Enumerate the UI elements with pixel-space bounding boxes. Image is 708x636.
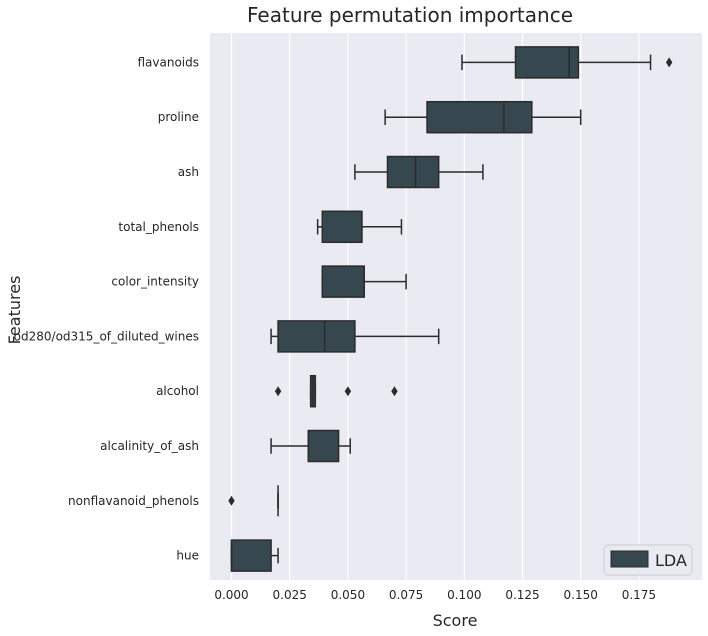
box-alcalinity-of-ash [270,429,351,463]
x-tick-label: 0.100 [447,588,481,602]
axis-ticks: 0.000 0.025 0.050 0.075 0.100 0.125 0.150 0.175… [14,55,656,602]
y-tick-label: nonflavanoid_phenols [68,494,199,508]
x-tick-label: 0.000 [214,588,248,602]
outlier-point [228,495,235,506]
y-tick-label: proline [158,110,199,124]
x-tick-label: 0.150 [564,588,598,602]
y-tick-label: alcalinity_of_ash [100,439,199,453]
box-iqr [321,265,365,298]
y-tick-label: alcohol [156,384,199,398]
x-axis-title: Score [433,611,478,630]
y-tick-label: flavanoids [137,55,199,69]
outlier-point [274,386,282,397]
box-iqr [230,539,272,572]
y-axis-title: Features [5,276,24,345]
y-tick-label: od280/od315_of_diluted_wines [14,329,199,343]
box-iqr [277,320,356,353]
y-tick-label: hue [176,549,199,563]
y-tick-label: total_phenols [118,220,199,234]
outlier-point [344,386,352,397]
x-tick-label: 0.050 [331,588,365,602]
box-proline [384,100,582,134]
box-flavanoids [461,46,673,79]
box-ash [354,155,484,189]
x-tick-label: 0.175 [622,588,656,602]
box-iqr [386,155,440,189]
legend-label: LDA [655,551,687,570]
boxes [228,46,673,572]
x-tick-label: 0.025 [273,588,307,602]
box-iqr [321,210,363,244]
y-tick-label: ash [178,165,199,179]
outlier-point [665,57,673,68]
box-color-intensity [321,265,407,298]
chart-title: Feature permutation importance [247,3,573,27]
box-iqr [426,100,533,134]
box-hue [230,539,279,572]
y-tick-label: color_intensity [111,275,199,289]
box-total-phenols [316,210,403,244]
x-tick-label: 0.125 [505,588,539,602]
outlier-point [391,386,398,397]
box-od280-od315-of-diluted-wines [270,320,440,353]
box-nonflavanoid-phenols [228,485,279,517]
gridlines [230,33,640,580]
legend: LDA [603,544,693,576]
box-iqr [307,429,340,463]
box-iqr [514,46,580,79]
legend-swatch [610,550,649,568]
box-alcohol [274,374,398,408]
x-tick-label: 0.075 [389,588,423,602]
